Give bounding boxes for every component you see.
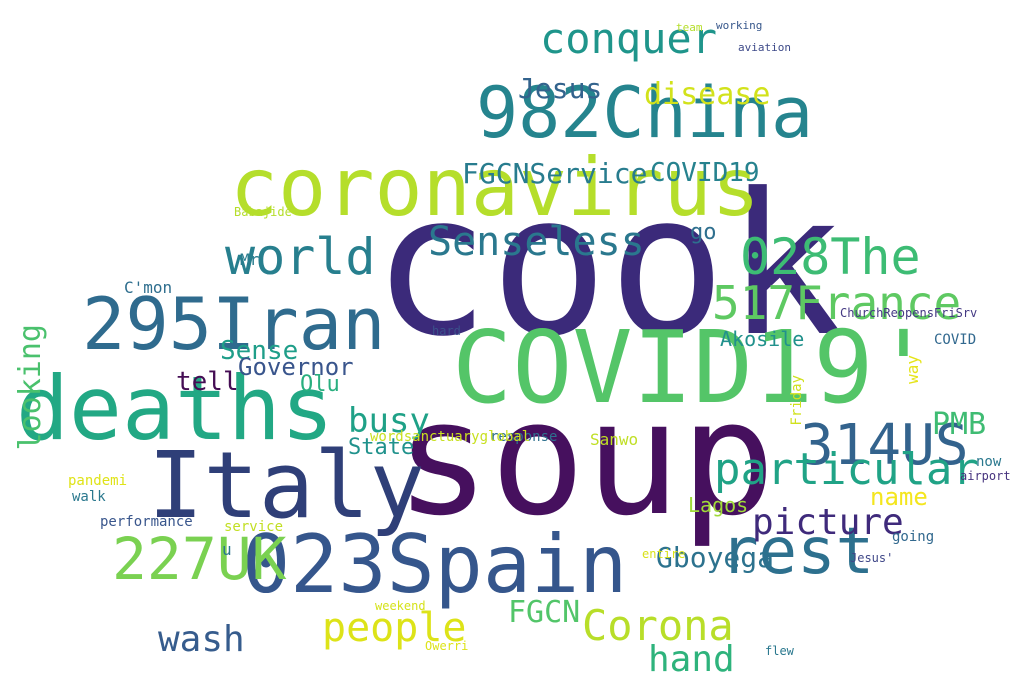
word-sense: Sense (220, 336, 299, 366)
word-disease: disease (644, 77, 771, 112)
word-performance: performance (100, 514, 193, 530)
word-wordsanctuaryglobal: wordsanctuaryglobal (370, 429, 531, 445)
word-conquer: conquer (540, 14, 718, 63)
word-gboyega: Gboyega (656, 541, 775, 574)
word-cook: cook (372, 152, 845, 380)
word-service: service (224, 519, 284, 535)
word-coronavirus: coronavirus (230, 141, 760, 234)
word-weekend: weekend (375, 599, 426, 613)
word-sanwo: Sanwo (590, 430, 639, 449)
word-name: name (870, 483, 928, 511)
word-governor: Governor (238, 353, 354, 381)
word-airport: airport (960, 469, 1011, 483)
word-olu: Olu (300, 372, 340, 397)
word-team: team (676, 21, 703, 34)
word-picture: picture (752, 502, 904, 543)
word-soup: soup (395, 367, 776, 551)
word-going: going (892, 529, 935, 545)
word-friday: Friday (789, 375, 805, 426)
word-corona: Corona (582, 601, 734, 650)
word-now: now (976, 454, 1002, 470)
word-covid19-quote: COVID19' (452, 309, 934, 426)
word-jesus: Jesus (518, 72, 603, 105)
word-akosile: Akosile (720, 327, 805, 351)
word-italy: Italy (148, 432, 425, 539)
word-entire: entire (642, 547, 686, 561)
word-fgcn: FGCN (508, 595, 581, 630)
word-fgcnservice: FGCNService (462, 157, 648, 190)
word-covid: COVID (934, 332, 977, 348)
word-pmb: PMB (932, 407, 987, 442)
word-hard: hard (432, 324, 461, 338)
word-295iran: 295Iran (82, 282, 386, 366)
word-u: u (222, 540, 232, 559)
word-517france: 517France (712, 276, 962, 330)
word-particular: particular (714, 444, 979, 495)
word-state: State (348, 435, 415, 460)
word-227uk: 227UK (112, 525, 287, 593)
word-982china: 982China (476, 72, 814, 154)
word-tell: tell (176, 367, 239, 397)
word-028the: 028The (740, 228, 921, 286)
word-churchreopensfrisrv: ChurchReopensFriSrv (840, 306, 978, 320)
word-flew: flew (765, 644, 794, 658)
word-covid19: COVID19 (650, 158, 760, 188)
word-senseless: Senseless (428, 219, 645, 265)
word-hand: hand (648, 639, 735, 680)
word-rest: rest (720, 515, 875, 589)
word-jesus-quote: Jesus' (850, 551, 894, 565)
word-response: response (490, 429, 558, 445)
word-looking: looking (13, 324, 48, 451)
word-way: way (903, 355, 922, 384)
word-owerri: Owerri (425, 639, 469, 653)
word-walk: walk (72, 489, 106, 505)
word-pandemi: pandemi (68, 473, 128, 489)
word-world: world (225, 228, 376, 286)
word-people: people (322, 605, 467, 651)
word-deaths: deaths (16, 357, 334, 460)
word-lagos: Lagos (688, 493, 749, 517)
word-314us: 314US (800, 413, 969, 478)
word-aviation: aviation (738, 41, 791, 54)
word-go: go (690, 220, 717, 245)
word-babajide: Babajide (234, 205, 292, 219)
word-023spain: 023Spain (242, 518, 628, 611)
word-busy: busy (348, 401, 430, 441)
word-mr: Mr (240, 250, 260, 269)
word-wash: wash (158, 619, 245, 660)
word-working: working (716, 19, 763, 32)
word-cmon: C'mon (124, 278, 173, 297)
